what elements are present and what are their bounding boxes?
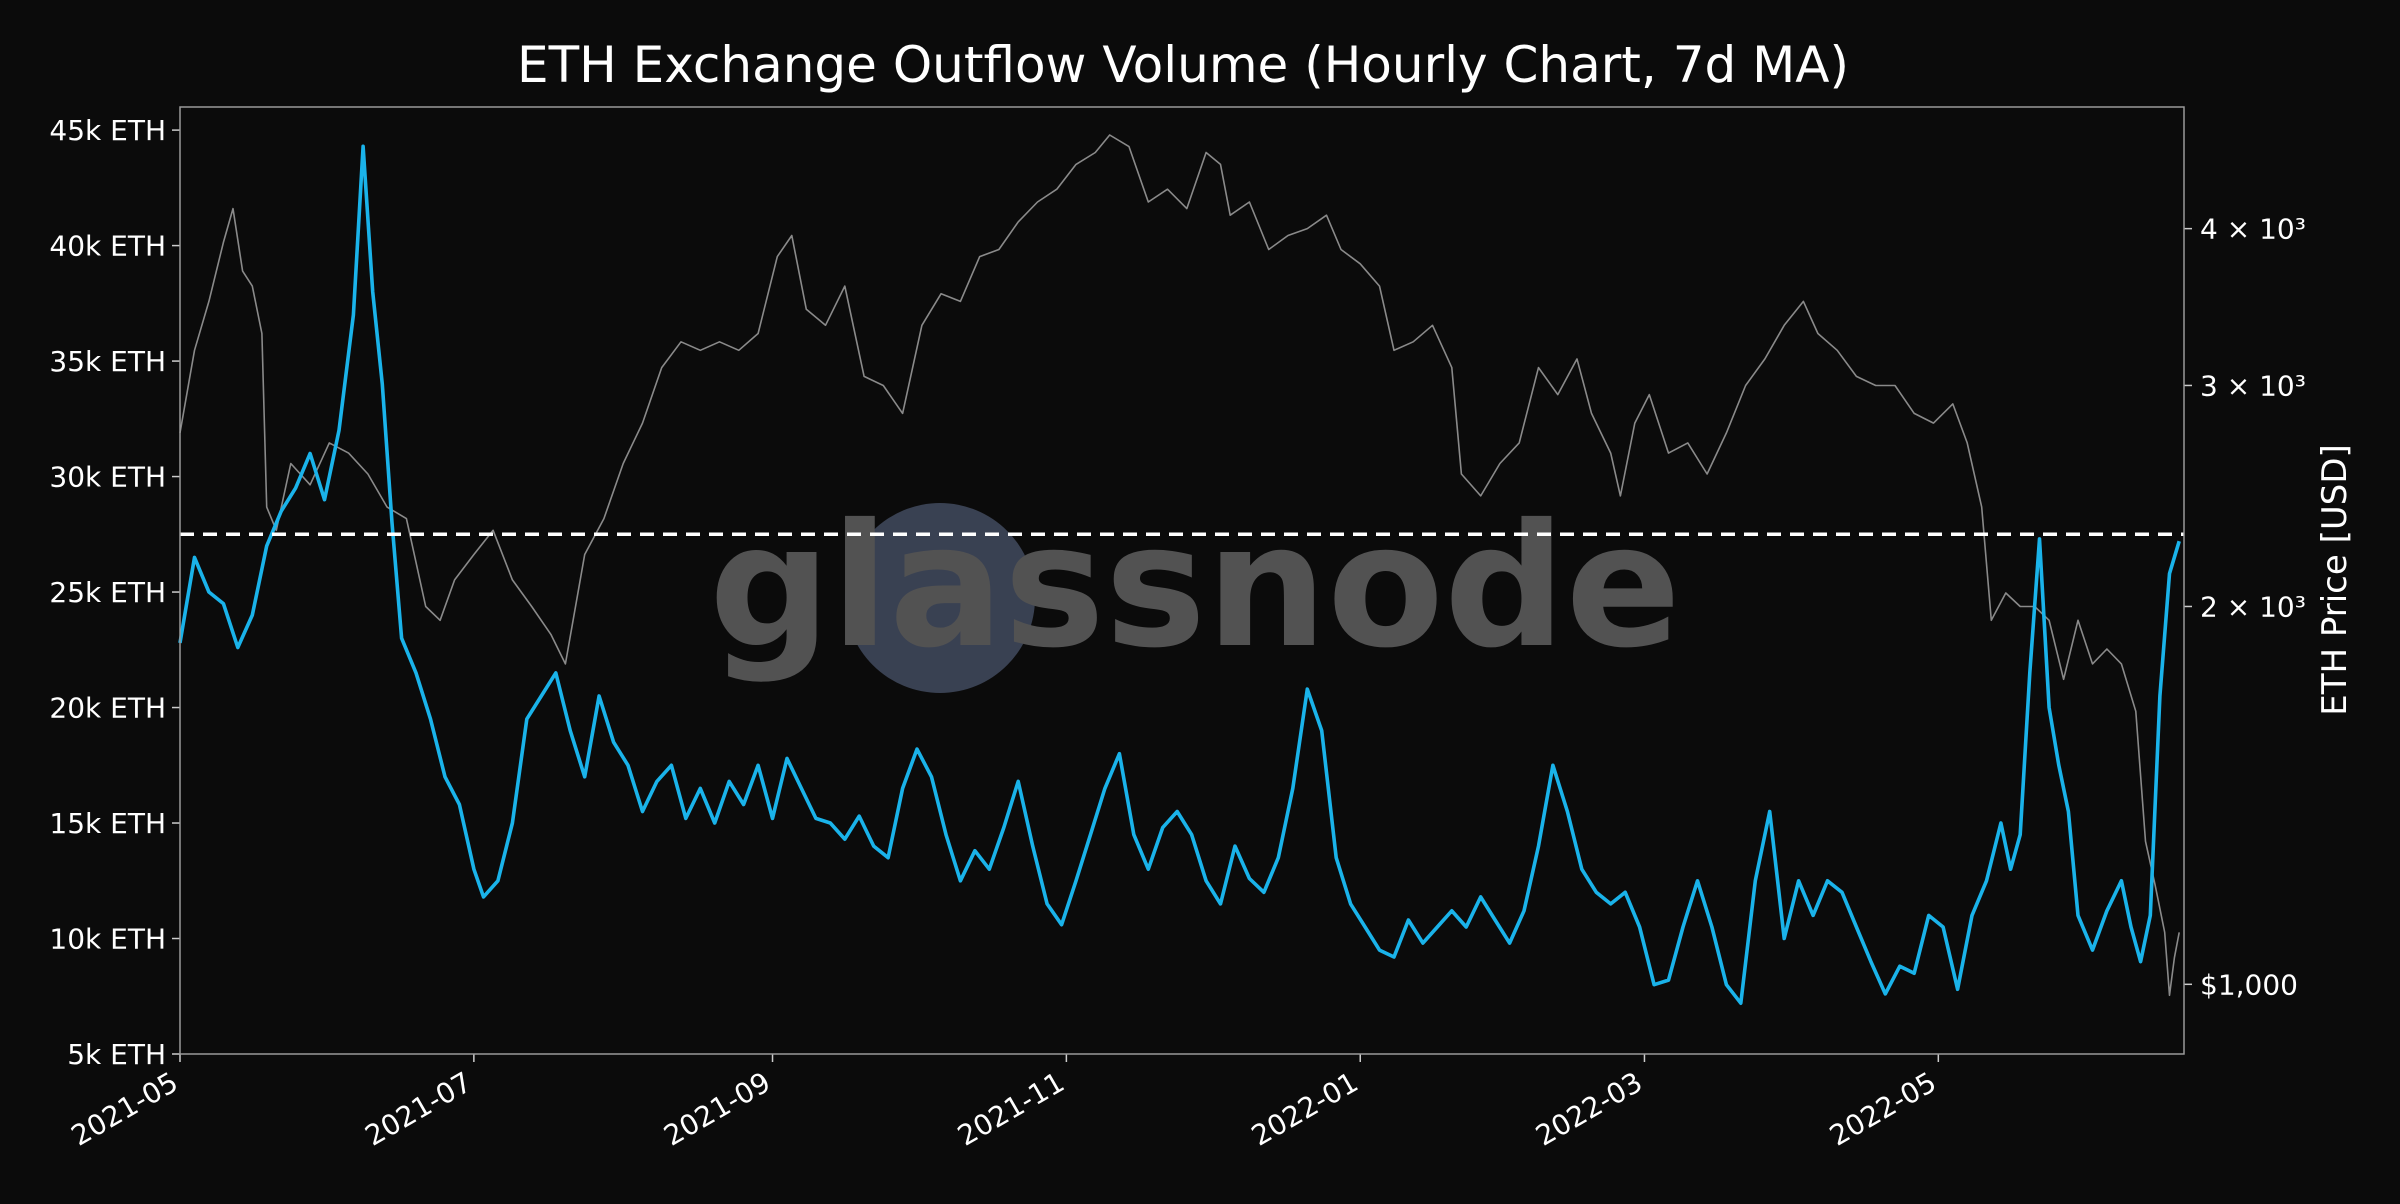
right-tick-label: 2 × 10³ [2200, 590, 2306, 623]
left-tick-label: 5k ETH [67, 1038, 166, 1071]
watermark-text: glassnode [709, 488, 1681, 686]
left-tick-label: 10k ETH [49, 923, 166, 956]
glassnode-watermark: glassnode [709, 488, 1681, 693]
plot-frame [179, 106, 2185, 1055]
left-tick-label: 25k ETH [49, 576, 166, 609]
chart-title: ETH Exchange Outflow Volume (Hourly Char… [517, 36, 1849, 94]
left-tick-label: 45k ETH [49, 114, 166, 147]
right-axis-label: ETH Price [USD] [2315, 444, 2355, 716]
left-tick-label: 35k ETH [49, 345, 166, 378]
right-tick-label: 4 × 10³ [2200, 213, 2306, 246]
right-tick-label: $1,000 [2200, 968, 2298, 1001]
left-tick-label: 30k ETH [49, 461, 166, 494]
left-tick-label: 15k ETH [49, 807, 166, 840]
eth-price-line [179, 134, 2180, 997]
left-tick-label: 20k ETH [49, 692, 166, 725]
right-tick-label: 3 × 10³ [2200, 369, 2306, 402]
left-tick-label: 40k ETH [49, 230, 166, 263]
exchange-outflow-line [178, 144, 2181, 1005]
